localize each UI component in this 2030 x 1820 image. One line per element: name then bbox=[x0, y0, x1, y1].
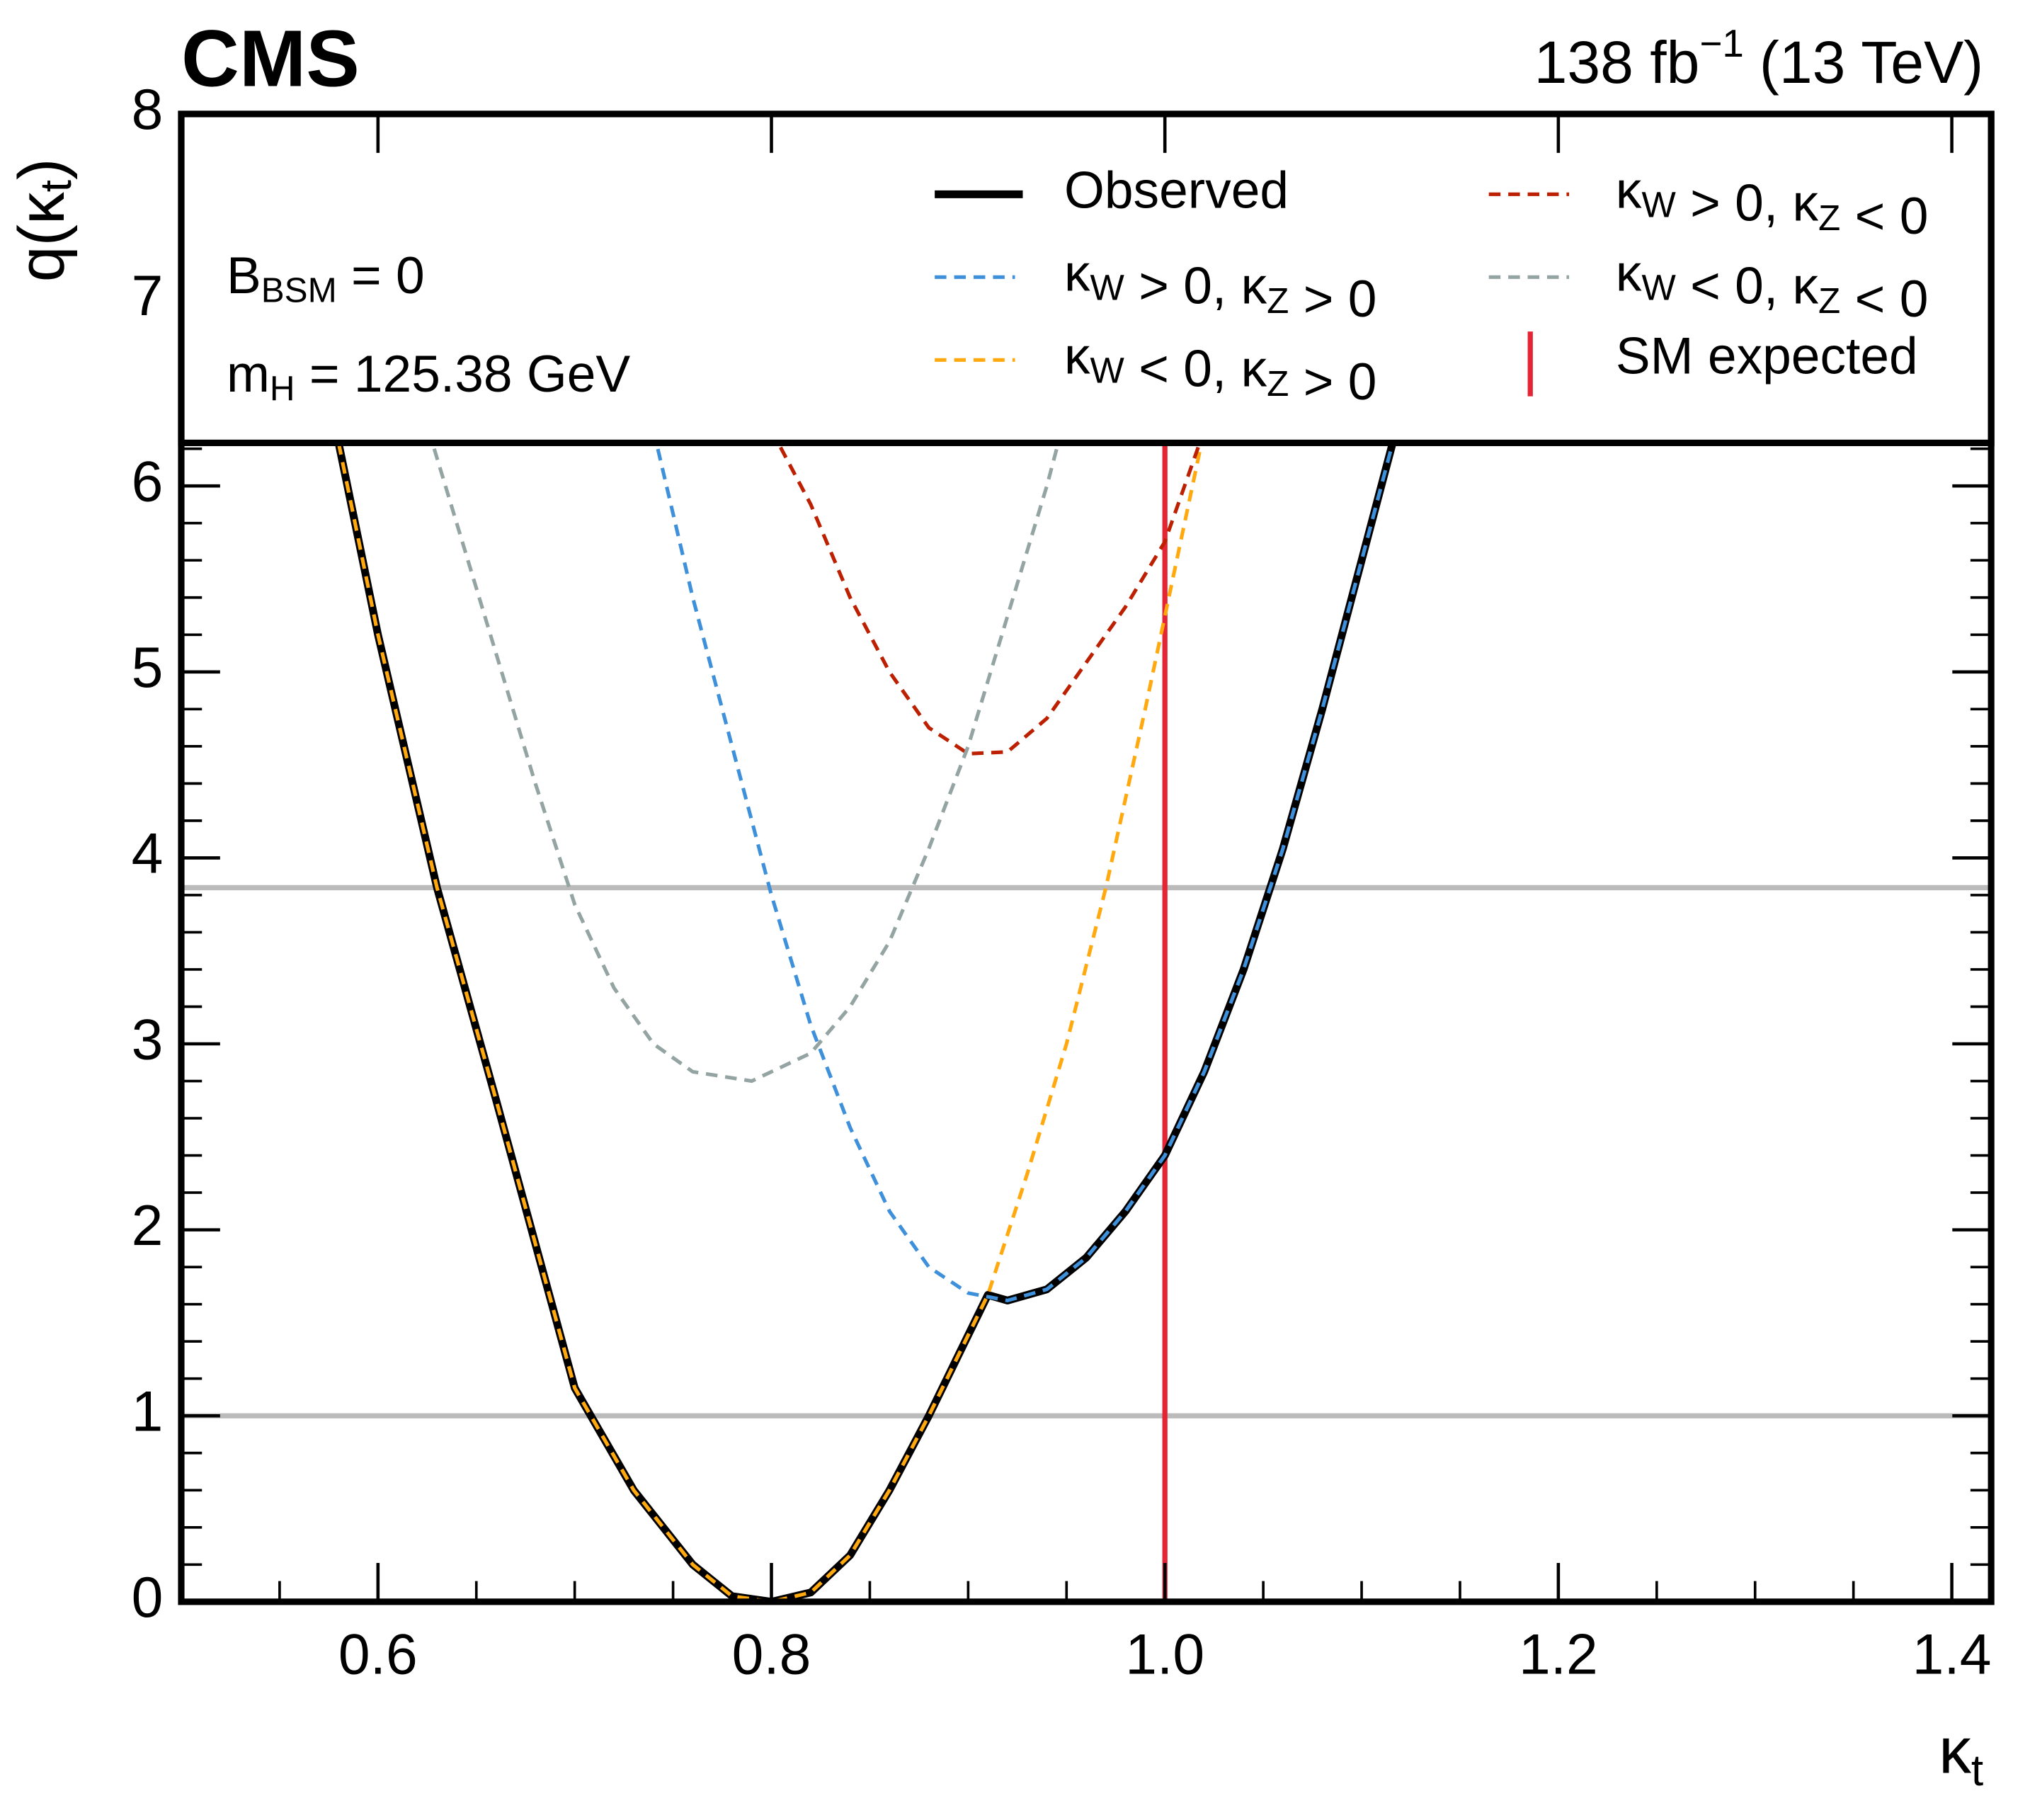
annotation: BBSM = 0 bbox=[227, 247, 425, 309]
legend-label: κW > 0, κZ > 0 bbox=[1064, 245, 1376, 329]
experiment-label: CMS bbox=[181, 13, 360, 103]
x-tick-label: 1.4 bbox=[1912, 1623, 1992, 1687]
x-label-sub: t bbox=[1971, 1746, 1983, 1795]
x-tick-label: 1.2 bbox=[1519, 1623, 1598, 1687]
y-tick-label: 7 bbox=[132, 264, 164, 328]
x-axis-label: κt bbox=[1939, 1715, 1983, 1796]
frame: 0.6 0.8 1.0 1.2 1.4 0 1 2 3 4 5 6 7 8 Observed κW > 0, … bbox=[132, 78, 1995, 1687]
annotation-sub: BSM bbox=[261, 271, 337, 309]
legend-label: SM expected bbox=[1616, 328, 1918, 385]
curve bbox=[336, 429, 1207, 1602]
x-label-text: κ bbox=[1939, 1715, 1971, 1787]
annotation-rest: = 0 bbox=[337, 247, 425, 305]
curve bbox=[334, 410, 1405, 1602]
y-label-sub: t bbox=[33, 180, 81, 192]
legend-label: κW < 0, κZ > 0 bbox=[1064, 328, 1376, 411]
annotation-rest: = 125.38 GeV bbox=[295, 346, 631, 403]
lumi-value: 138 fb bbox=[1534, 29, 1700, 96]
lumi-label: 138 fb−1 (13 TeV) bbox=[1534, 21, 1984, 96]
annotation-text: B bbox=[227, 247, 261, 305]
y-tick-label: 2 bbox=[132, 1194, 164, 1258]
legend-label: κW > 0, κZ < 0 bbox=[1616, 162, 1928, 246]
y-tick-label: 8 bbox=[132, 78, 164, 142]
curve bbox=[415, 392, 1068, 1084]
y-label-end: ) bbox=[6, 159, 78, 180]
x-tick-label: 0.8 bbox=[732, 1623, 811, 1687]
legend-label: κW < 0, κZ < 0 bbox=[1616, 245, 1928, 329]
curve bbox=[651, 411, 1403, 1302]
y-tick-label: 5 bbox=[132, 636, 164, 700]
legend-label: Observed bbox=[1064, 162, 1289, 220]
annotation-text: m bbox=[227, 346, 270, 403]
y-tick-label: 0 bbox=[132, 1566, 164, 1630]
y-label-text: q(κ bbox=[6, 192, 78, 282]
y-tick-label: 4 bbox=[132, 822, 164, 886]
lumi-energy: (13 TeV) bbox=[1760, 29, 1983, 96]
y-axis-label: q(κt) bbox=[6, 159, 81, 283]
annotation-sub: H bbox=[270, 369, 295, 408]
x-tick-label: 1.0 bbox=[1125, 1623, 1204, 1687]
y-tick-label: 1 bbox=[132, 1380, 164, 1443]
curve bbox=[770, 429, 1207, 756]
y-tick-label: 6 bbox=[132, 450, 164, 513]
lumi-exponent: −1 bbox=[1699, 21, 1744, 65]
x-tick-label: 0.6 bbox=[338, 1623, 418, 1687]
y-tick-label: 3 bbox=[132, 1008, 164, 1071]
annotation: mH = 125.38 GeV bbox=[227, 346, 630, 408]
